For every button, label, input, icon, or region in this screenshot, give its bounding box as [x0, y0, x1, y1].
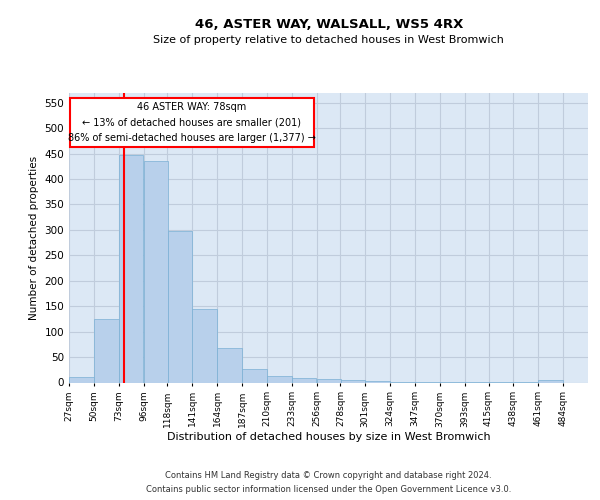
Text: ← 13% of detached houses are smaller (201): ← 13% of detached houses are smaller (20…: [82, 118, 301, 128]
Bar: [317, 380, 341, 382]
Bar: [217, 348, 242, 382]
Bar: [292, 378, 316, 382]
Bar: [119, 154, 143, 382]
Text: Distribution of detached houses by size in West Bromwich: Distribution of detached houses by size …: [167, 432, 491, 442]
Text: Contains public sector information licensed under the Open Government Licence v3: Contains public sector information licen…: [146, 484, 511, 494]
Bar: [94, 319, 119, 382]
Bar: [267, 376, 292, 382]
Bar: [538, 380, 563, 382]
FancyBboxPatch shape: [70, 98, 314, 148]
Text: Size of property relative to detached houses in West Bromwich: Size of property relative to detached ho…: [154, 35, 504, 45]
Text: 46 ASTER WAY: 78sqm: 46 ASTER WAY: 78sqm: [137, 102, 247, 112]
Bar: [193, 308, 217, 382]
Bar: [69, 378, 94, 382]
Text: 46, ASTER WAY, WALSALL, WS5 4RX: 46, ASTER WAY, WALSALL, WS5 4RX: [194, 18, 463, 30]
Text: 86% of semi-detached houses are larger (1,377) →: 86% of semi-detached houses are larger (…: [68, 134, 316, 143]
Bar: [242, 369, 267, 382]
Y-axis label: Number of detached properties: Number of detached properties: [29, 156, 39, 320]
Bar: [144, 161, 169, 382]
Bar: [341, 380, 365, 382]
Text: Contains HM Land Registry data © Crown copyright and database right 2024.: Contains HM Land Registry data © Crown c…: [166, 472, 492, 480]
Bar: [167, 231, 192, 382]
